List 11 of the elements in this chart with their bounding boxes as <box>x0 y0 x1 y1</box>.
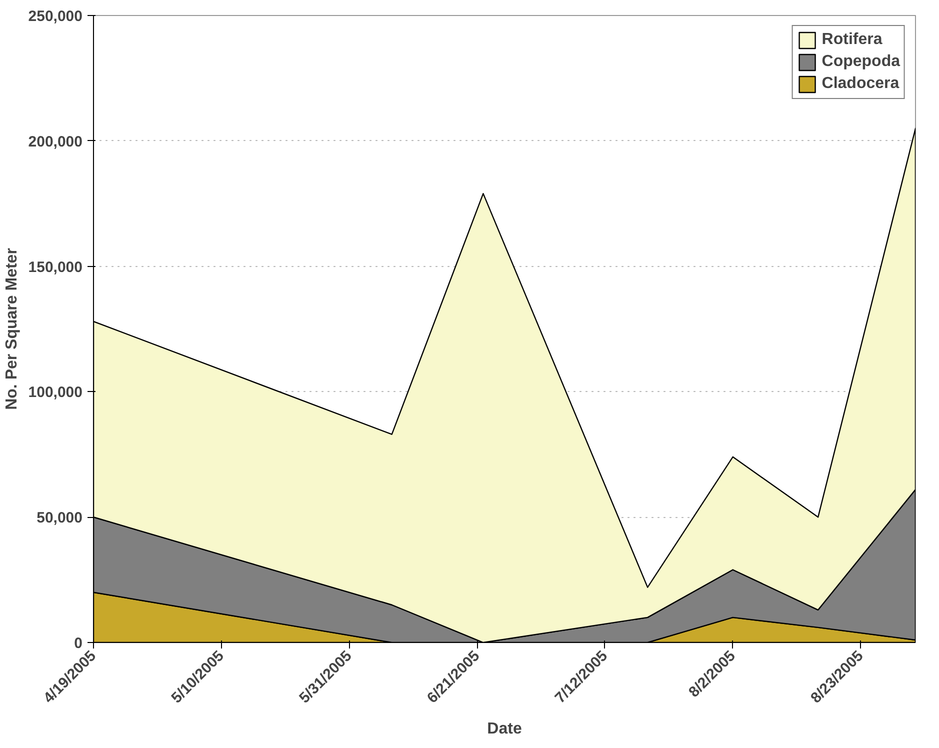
y-tick-label: 200,000 <box>28 133 83 150</box>
x-axis-title: Date <box>487 720 522 738</box>
y-tick-label: 250,000 <box>28 8 83 25</box>
y-tick-label: 0 <box>74 635 82 652</box>
legend-label: Cladocera <box>822 75 900 93</box>
legend-label: Rotifera <box>822 31 882 49</box>
y-tick-label: 100,000 <box>28 384 83 402</box>
y-tick-label: 50,000 <box>36 510 83 527</box>
y-axis-title: No. Per Square Meter <box>3 248 20 410</box>
legend-label: Copepoda <box>822 53 900 71</box>
y-tick-label: 150,000 <box>28 258 83 276</box>
